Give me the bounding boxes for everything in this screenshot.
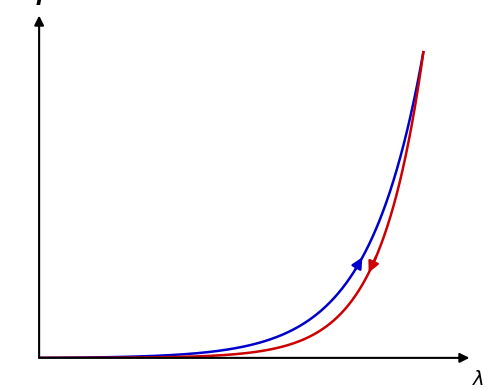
Text: λ: λ	[472, 370, 484, 389]
Text: T: T	[32, 0, 46, 9]
